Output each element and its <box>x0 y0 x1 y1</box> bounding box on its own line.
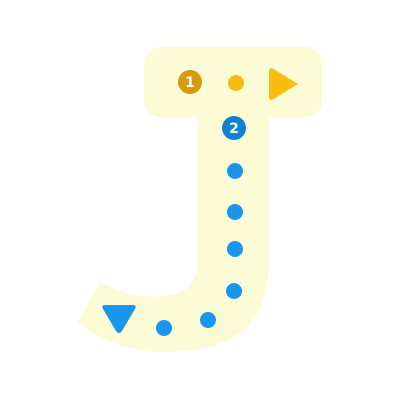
letter-j-hook <box>78 262 269 353</box>
number-one-badge-icon <box>178 70 202 94</box>
stroke-one-number: 1 <box>185 75 195 91</box>
stroke-two-number: 2 <box>229 121 239 137</box>
stroke-two-guide: 2 <box>102 116 246 336</box>
stroke-two-dot <box>226 283 242 299</box>
arrow-right-icon <box>269 68 298 100</box>
stroke-two-dot <box>227 241 243 257</box>
stroke-two-dot <box>200 312 216 328</box>
stroke-two-dot <box>156 320 172 336</box>
stroke-two-dot <box>227 163 243 179</box>
stroke-one-guide: 1 <box>178 68 298 100</box>
arrow-down-icon <box>102 305 136 333</box>
letter-j-shape <box>78 47 322 353</box>
stroke-two-dot <box>227 204 243 220</box>
number-two-badge-icon <box>222 116 246 140</box>
stroke-one-dot <box>228 75 244 91</box>
